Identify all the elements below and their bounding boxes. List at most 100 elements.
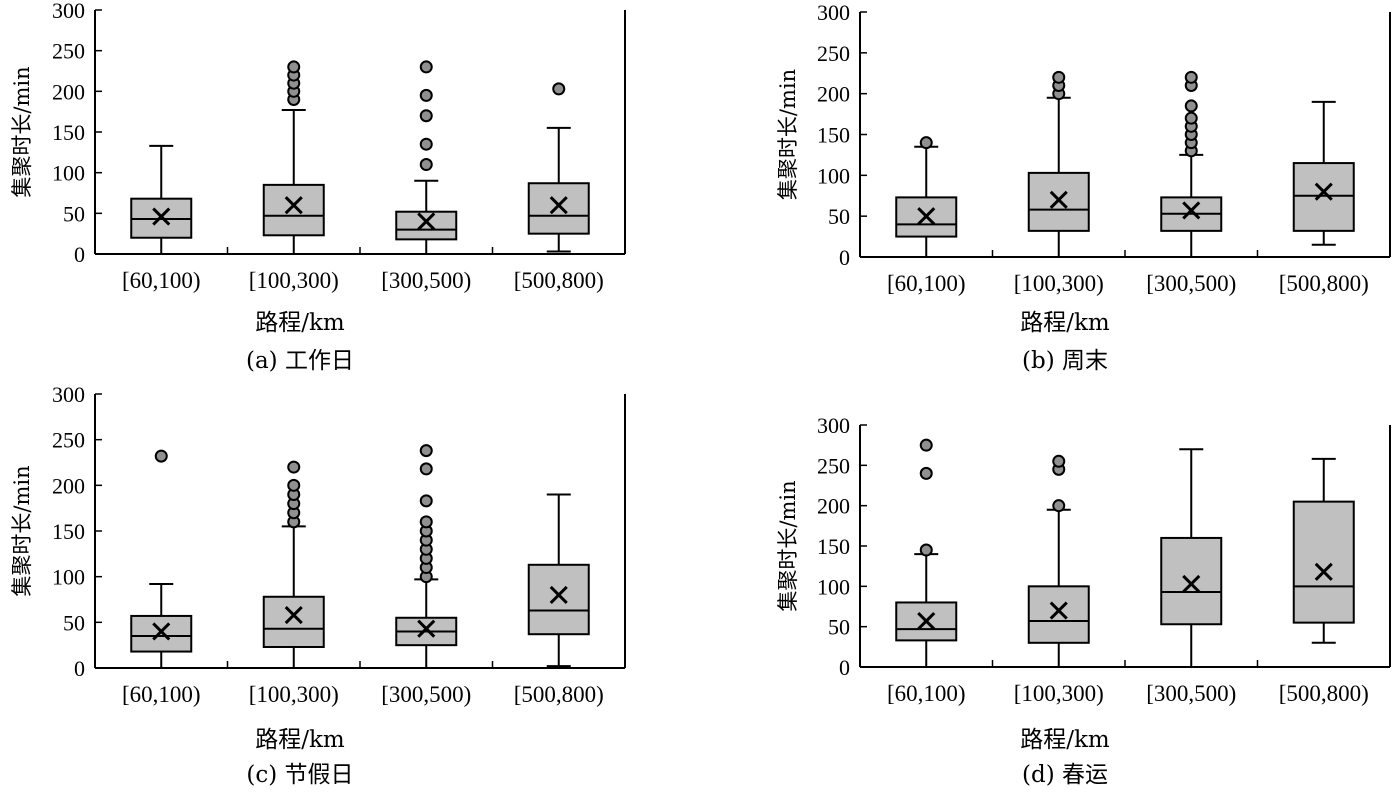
x-axis-title: 路程/km [1020, 727, 1110, 753]
outlier-point [1184, 99, 1198, 113]
outlier-point [419, 137, 433, 151]
panel-caption: (a) 工作日 [246, 348, 354, 374]
box-iqr [262, 183, 325, 237]
y-tick-label: 300 [817, 413, 850, 438]
y-axis-title: 集聚时长/min [776, 69, 800, 200]
x-axis-title: 路程/km [255, 310, 345, 336]
y-tick-label: 0 [839, 245, 850, 270]
box-3 [1160, 448, 1223, 668]
y-tick-label: 300 [52, 0, 85, 23]
panel-caption: (c) 节假日 [246, 762, 353, 788]
y-tick-label: 150 [817, 123, 850, 148]
y-tick-label: 50 [828, 615, 850, 640]
y-tick-label: 50 [63, 610, 85, 635]
y-tick-label: 300 [52, 382, 85, 407]
box-iqr [395, 210, 458, 241]
mean-marker [549, 585, 568, 604]
outlier-point [919, 136, 933, 150]
y-tick-label: 250 [52, 39, 85, 64]
box-1 [130, 144, 193, 255]
y-tick-label: 150 [817, 534, 850, 559]
box-iqr [1160, 536, 1223, 626]
mean-marker [284, 605, 303, 625]
x-category-label: [300,500) [381, 682, 471, 707]
y-tick-label: 250 [52, 428, 85, 453]
y-tick-label: 300 [817, 0, 850, 25]
y-tick-label: 100 [52, 161, 85, 186]
x-category-label: [100,300) [1014, 271, 1104, 296]
outlier-point [419, 515, 433, 529]
mean-marker [1049, 190, 1068, 209]
chart-panel-1: 0 50 100 150 200 250 300 [60,100) [100,300) [300,… [10, 0, 626, 374]
panel-caption: (b) 周末 [1022, 348, 1108, 374]
x-category-label: [100,300) [249, 268, 339, 293]
y-tick-label: 100 [817, 574, 850, 599]
mean-marker [1049, 601, 1068, 620]
y-tick-label: 200 [52, 79, 85, 104]
x-category-label: [300,500) [1146, 271, 1236, 296]
x-category-label: [60,100) [122, 268, 201, 293]
y-tick-label: 0 [74, 656, 85, 681]
outlier-point [419, 444, 433, 458]
x-category-label: [500,800) [1279, 271, 1369, 296]
mean-marker [284, 196, 303, 215]
x-category-label: [60,100) [887, 271, 966, 296]
x-axis-title: 路程/km [255, 727, 345, 753]
mean-marker [1182, 574, 1201, 593]
y-axis-title: 集聚时长/min [776, 480, 800, 611]
mean-marker [917, 611, 936, 631]
y-tick-label: 250 [817, 453, 850, 478]
box-iqr [1027, 585, 1090, 644]
box-4 [1292, 100, 1355, 246]
outlier-point [287, 460, 301, 474]
x-axis-title: 路程/km [1020, 310, 1110, 336]
outlier-point [1052, 70, 1066, 84]
outlier-point [919, 466, 933, 480]
x-category-label: [500,800) [514, 682, 604, 707]
box-2 [262, 460, 325, 669]
box-iqr [1292, 162, 1355, 232]
x-category-label: [500,800) [514, 268, 604, 293]
y-axis-title: 集聚时长/min [10, 465, 34, 596]
box-iqr [130, 614, 193, 653]
outlier-point [419, 88, 433, 102]
mean-marker [1314, 562, 1333, 581]
mean-marker [417, 212, 436, 231]
mean-marker [917, 207, 936, 226]
y-tick-label: 200 [817, 82, 850, 107]
x-category-label: [60,100) [887, 681, 966, 706]
outlier-point [154, 449, 168, 463]
box-3 [1160, 70, 1223, 258]
y-tick-label: 150 [52, 120, 85, 145]
outlier-point [919, 438, 933, 452]
y-axis-title: 集聚时长/min [10, 66, 34, 197]
mean-marker [1182, 201, 1201, 220]
box-1 [130, 449, 193, 669]
box-2 [1027, 454, 1090, 668]
x-category-label: [500,800) [1279, 681, 1369, 706]
y-tick-label: 200 [52, 473, 85, 498]
outlier-point [419, 60, 433, 74]
outlier-point [419, 462, 433, 476]
box-4 [527, 82, 590, 253]
box-iqr [527, 182, 590, 235]
y-tick-label: 150 [52, 519, 85, 544]
box-iqr [1292, 500, 1355, 624]
outlier-point [1184, 111, 1198, 125]
mean-marker [152, 207, 171, 226]
y-tick-label: 100 [817, 163, 850, 188]
y-tick-label: 50 [828, 204, 850, 229]
outlier-point [287, 60, 301, 74]
x-category-label: [100,300) [1014, 681, 1104, 706]
outlier-point [552, 82, 566, 96]
box-2 [262, 60, 325, 255]
y-tick-label: 50 [63, 201, 85, 226]
chart-panel-3: 0 50 100 150 200 250 300 [60,100) [100,300) [300,… [10, 382, 626, 788]
box-4 [527, 493, 590, 668]
box-3 [395, 60, 458, 255]
outlier-point [419, 494, 433, 508]
mean-marker [417, 619, 436, 638]
mean-marker [549, 196, 568, 215]
chart-panel-2: 0 50 100 150 200 250 300 [60,100) [100,300) [300,… [776, 0, 1391, 374]
